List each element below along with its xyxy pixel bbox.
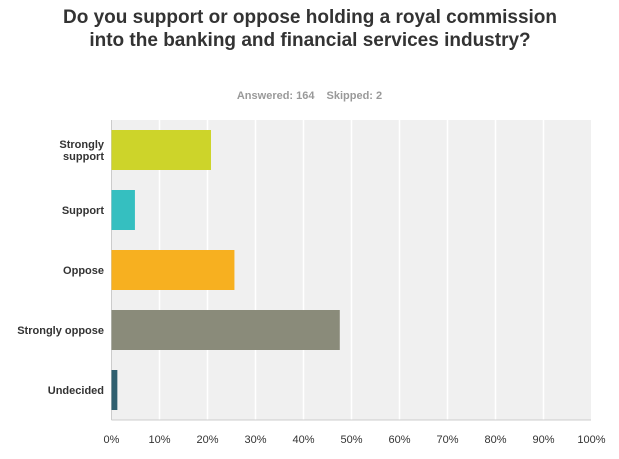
answered-count: Answered: 164 [236, 90, 315, 102]
x-tick-label: 0% [104, 434, 120, 446]
bar [111, 190, 135, 230]
x-tick-label: 50% [340, 434, 362, 446]
x-tick-label: 20% [196, 434, 218, 446]
x-tick-label: 30% [244, 434, 266, 446]
x-tick-label: 100% [577, 434, 605, 446]
category-label: Undecided [48, 385, 104, 397]
x-tick-label: 60% [388, 434, 410, 446]
category-label: Oppose [63, 265, 104, 277]
x-tick-label: 40% [292, 434, 314, 446]
bar [111, 130, 212, 170]
bar [111, 310, 340, 350]
x-tick-label: 10% [148, 434, 170, 446]
response-stats: Answered: 164 Skipped: 2 [0, 90, 619, 102]
category-label: Support [62, 205, 104, 217]
category-label: Strongly oppose [17, 325, 104, 337]
bar [111, 250, 235, 290]
x-tick-label: 90% [532, 434, 554, 446]
x-tick-label: 80% [484, 434, 506, 446]
bar [111, 370, 118, 410]
x-tick-label: 70% [436, 434, 458, 446]
category-label: support [63, 151, 104, 163]
skipped-count: Skipped: 2 [326, 90, 383, 102]
category-label: Strongly [59, 139, 104, 151]
chart-title: Do you support or oppose holding a royal… [62, 7, 558, 51]
